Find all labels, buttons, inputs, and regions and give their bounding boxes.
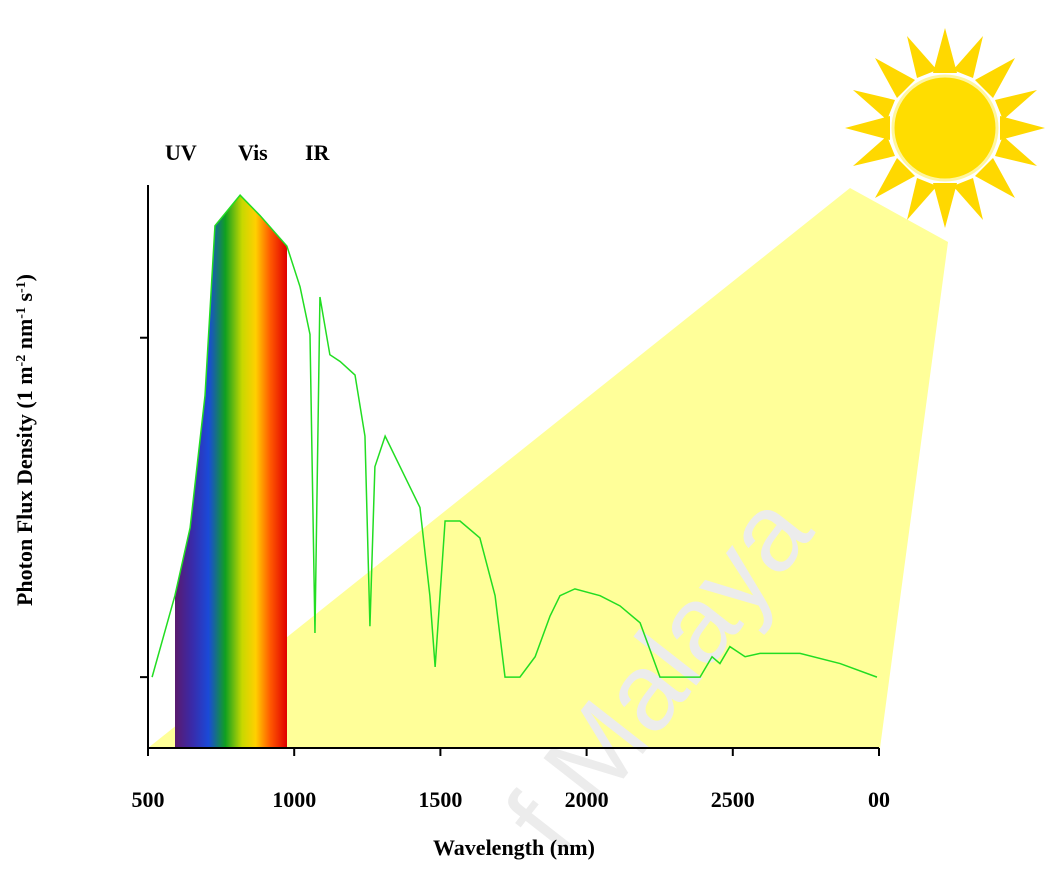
y-axis-label-part: s <box>12 293 37 308</box>
x-tick-label: 1000 <box>272 787 316 812</box>
y-axis-label-part: ) <box>12 274 37 281</box>
spectrum-line <box>151 194 878 678</box>
y-axis-label-part: -2 <box>14 355 29 367</box>
y-axis-label-part: -1 <box>14 281 29 293</box>
visible-band <box>175 195 287 748</box>
light-beam <box>148 188 948 748</box>
region-label: Vis <box>238 140 268 165</box>
x-tick-label: 2500 <box>711 787 755 812</box>
y-axis-label: Photon Flux Density (1 m-2 nm-1 s-1) <box>12 274 37 606</box>
region-label: UV <box>165 140 197 165</box>
x-tick-label: 1500 <box>418 787 462 812</box>
y-axis-label-part: nm <box>12 319 37 355</box>
x-axis-label: Wavelength (nm) <box>433 835 595 860</box>
x-tick-label: 500 <box>132 787 165 812</box>
y-axis-label-part: -1 <box>14 307 29 319</box>
y-axis-label-part: Photon Flux Density (1 m <box>12 366 37 606</box>
x-tick-label: 2000 <box>565 787 609 812</box>
x-tick-label: 00 <box>868 787 890 812</box>
region-label: IR <box>305 140 331 165</box>
sun <box>845 28 1045 228</box>
